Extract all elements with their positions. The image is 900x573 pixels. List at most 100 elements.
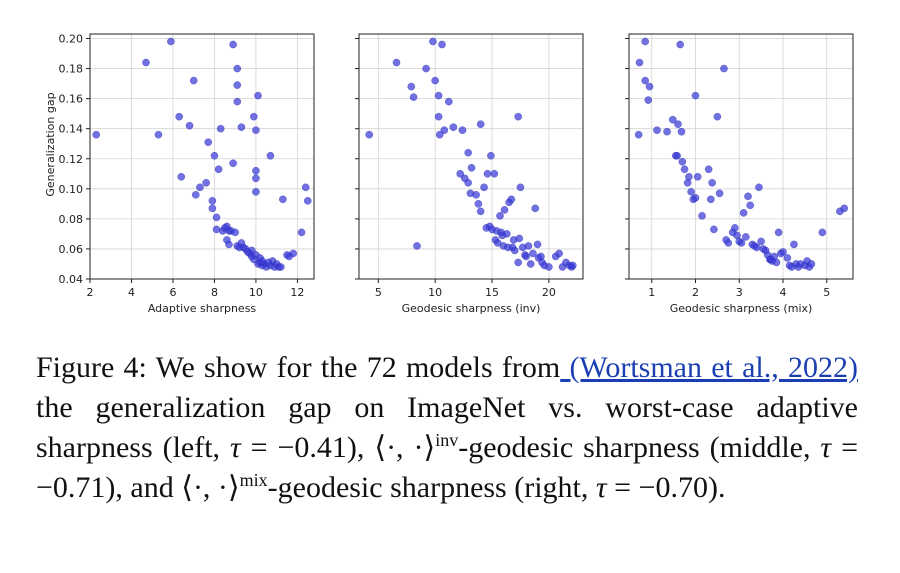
data-point [250, 112, 258, 121]
data-point [680, 165, 689, 174]
data-point [216, 124, 225, 133]
axes-frame [89, 33, 315, 280]
data-point [276, 263, 285, 271]
data-point [444, 97, 453, 106]
data-point [464, 178, 473, 187]
data-point [480, 183, 488, 192]
data-point [555, 249, 563, 258]
data-point [514, 258, 523, 267]
x-tick-label: 5 [375, 286, 382, 299]
data-point [202, 178, 210, 187]
data-point [285, 252, 293, 261]
chart-panel-right: 1 2 3 4 5 Geodesic sharpness (mix) [625, 33, 854, 315]
data-point [514, 112, 523, 121]
tau-value-2: = −0.71), and [36, 431, 859, 504]
data-point [214, 165, 223, 174]
x-tick-label: 3 [736, 286, 743, 299]
chart-panel-left: 2 4 6 8 10 12 0.04 0.06 0.08 0.10 0.12 0.14 0.16 0.18… [44, 33, 315, 315]
citation-link[interactable]: (Wortsman et al., 2022) [560, 351, 858, 384]
figure-charts: 2 4 6 8 10 120.040.060.080.100.120.140.160.18… [44, 33, 854, 315]
data-point [142, 58, 150, 67]
tau-symbol-2: τ [820, 431, 832, 464]
data-point [757, 237, 765, 246]
data-point [746, 201, 755, 210]
y-tick-label: 0.06 [59, 243, 84, 256]
data-point [233, 64, 242, 73]
caption-part-1: the generalization gap on ImageNet vs. w… [36, 391, 858, 464]
data-point [92, 130, 101, 139]
data-point [220, 224, 229, 232]
data-point [634, 130, 643, 139]
x-tick-label: 1 [648, 286, 655, 299]
x-tick-label: 5 [823, 286, 830, 299]
data-point [663, 127, 671, 136]
y-axis-label: Generalization gap [44, 92, 57, 196]
data-point [413, 242, 421, 250]
data-point [645, 82, 654, 91]
data-point [175, 112, 184, 121]
data-point [229, 40, 237, 49]
data-point [252, 126, 260, 135]
y-tick-label: 0.10 [59, 183, 84, 196]
data-point [545, 263, 553, 271]
data-point [710, 225, 718, 234]
data-point [796, 260, 805, 268]
data-point [704, 165, 713, 174]
data-point [365, 130, 374, 139]
axes-frame [358, 33, 584, 280]
x-axis-label: Geodesic sharpness (mix) [670, 302, 813, 315]
data-point [526, 260, 535, 268]
data-point [191, 190, 200, 199]
data-point [490, 169, 499, 178]
data-point [301, 183, 310, 192]
x-tick-label: 10 [249, 286, 263, 299]
data-point [407, 82, 416, 91]
y-tick-label: 0.14 [59, 123, 84, 136]
data-point [243, 248, 252, 256]
data-point [676, 40, 685, 49]
x-tick-label: 8 [211, 286, 218, 299]
data-point [422, 64, 430, 73]
data-point [167, 37, 175, 46]
data-point [252, 187, 260, 196]
data-point [522, 252, 530, 261]
data-point [297, 228, 306, 237]
data-point [529, 249, 537, 258]
caption-part-3: -geodesic sharpness (right, [267, 471, 596, 504]
tau-symbol-1: τ [229, 431, 241, 464]
data-point [668, 115, 677, 124]
data-point [741, 233, 750, 241]
data-point [208, 196, 217, 205]
data-point [739, 209, 748, 217]
x-tick-label: 12 [290, 286, 304, 299]
data-point [474, 199, 483, 208]
y-tick-label: 0.08 [59, 213, 84, 226]
data-point [392, 58, 401, 67]
data-point [303, 196, 312, 205]
data-point [774, 228, 783, 237]
data-point [500, 206, 509, 214]
data-point [456, 169, 465, 178]
data-point [266, 151, 275, 160]
data-point [509, 236, 518, 244]
data-point [458, 126, 467, 135]
data-point [210, 151, 219, 160]
data-point [807, 260, 816, 268]
data-point [487, 151, 495, 160]
data-point [212, 213, 221, 222]
data-point [755, 183, 763, 192]
data-point [434, 112, 443, 121]
data-point [449, 123, 458, 132]
y-tick-label: 0.18 [59, 63, 84, 76]
data-point [840, 204, 849, 213]
x-tick-label: 20 [542, 286, 556, 299]
data-point [258, 257, 266, 265]
data-point [790, 240, 798, 249]
data-point [476, 207, 485, 216]
data-point [772, 258, 781, 267]
data-point [715, 189, 724, 198]
y-tick-label: 0.12 [59, 153, 84, 166]
x-tick-label: 10 [428, 286, 442, 299]
data-point [687, 187, 695, 196]
